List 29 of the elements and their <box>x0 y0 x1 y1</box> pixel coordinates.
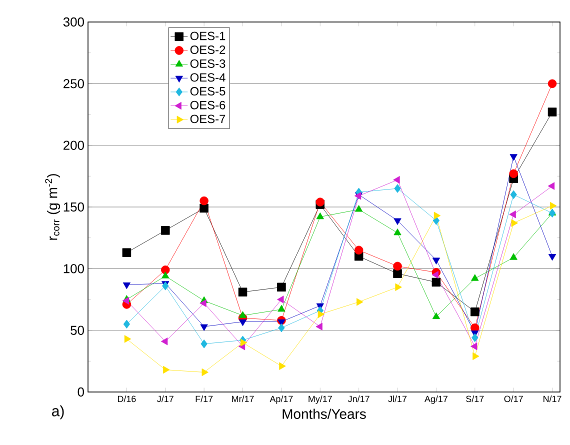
legend-label: OES-4 <box>190 73 226 82</box>
y-axis-title: r$_{corr}$ (g m$^{-2}$) <box>45 174 60 240</box>
legend-label: OES-1 <box>190 32 226 40</box>
x-tick-label: N/17 <box>544 396 562 402</box>
x-axis-title: Months/Years <box>282 408 366 419</box>
y-tick-label: 100 <box>64 264 84 274</box>
x-tick-label: Mr/17 <box>232 396 254 402</box>
y-tick-label: 150 <box>64 202 84 212</box>
legend-label: OES-5 <box>190 87 226 96</box>
x-tick-label: D/16 <box>118 396 136 402</box>
y-tick-label: 0 <box>78 387 84 397</box>
x-tick-label: Ap/17 <box>270 396 293 404</box>
x-tick-label: Ag/17 <box>424 396 448 404</box>
x-tick-label: My/17 <box>308 396 332 404</box>
x-tick-label: Jn/17 <box>348 396 370 402</box>
y-tick-label: 300 <box>63 17 84 27</box>
y-tick-label: 250 <box>64 79 84 88</box>
x-tick-label: F/17 <box>196 396 213 402</box>
text: a) <box>52 405 64 420</box>
legend-label: OES-2 <box>190 46 226 54</box>
legend-label: OES-3 <box>190 59 226 68</box>
x-tick-label: J/17 <box>157 396 174 402</box>
legend-label: OES-6 <box>190 100 226 110</box>
y-tick-label: 200 <box>64 140 84 150</box>
legend-label: OES-7 <box>190 114 226 124</box>
x-tick-label: S/17 <box>466 396 484 402</box>
x-tick-label: Jl/17 <box>388 396 407 402</box>
y-tick-label: 50 <box>70 326 84 335</box>
x-tick-label: O/17 <box>504 396 523 402</box>
